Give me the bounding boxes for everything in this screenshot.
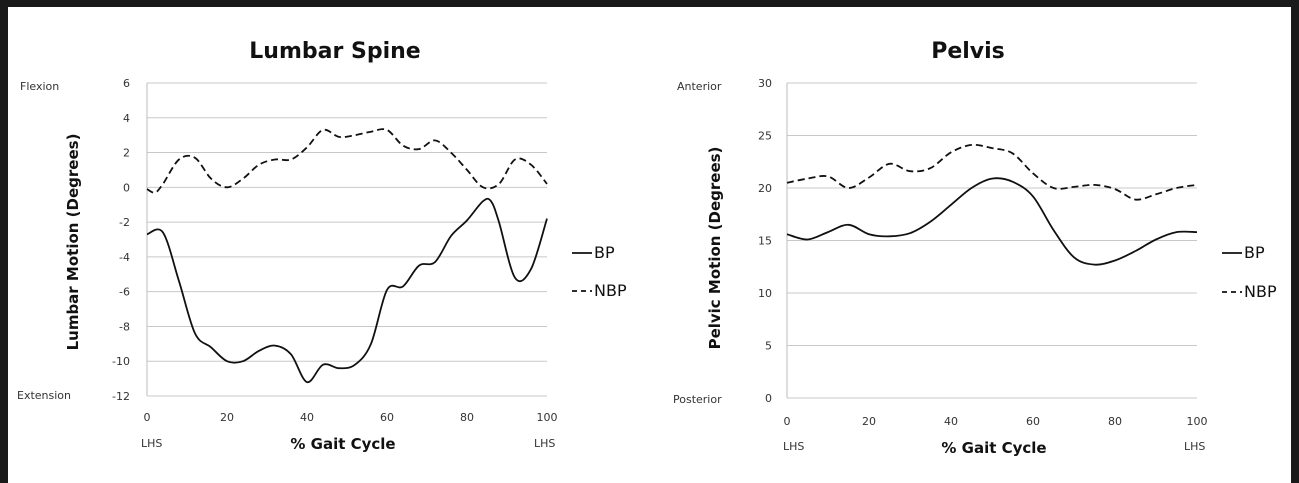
y-axis-label: Lumbar Motion (Degrees) xyxy=(64,134,82,351)
y-bottom-label: Extension xyxy=(17,389,71,402)
y-tick-label: 30 xyxy=(758,77,772,90)
x-tick-label: 20 xyxy=(220,411,234,424)
y-top-label: Anterior xyxy=(677,80,722,93)
series-line-bp xyxy=(786,177,1198,266)
x-axis-label: % Gait Cycle xyxy=(941,439,1046,457)
x-end-label: LHS xyxy=(534,437,555,450)
y-tick-label: -10 xyxy=(112,355,130,368)
frame-right xyxy=(1291,0,1299,483)
x-tick-label: 60 xyxy=(380,411,394,424)
y-tick-label: 2 xyxy=(123,147,130,160)
y-tick-label: -4 xyxy=(119,251,130,264)
y-tick-label: 0 xyxy=(123,181,130,194)
x-tick-label: 0 xyxy=(784,415,791,428)
y-tick-label: 6 xyxy=(123,77,130,90)
y-tick-label: -6 xyxy=(119,286,130,299)
y-axis-label: Pelvic Motion (Degrees) xyxy=(706,147,724,350)
chart-title: Lumbar Spine xyxy=(249,39,420,64)
y-top-label: Flexion xyxy=(20,80,59,93)
frame-top xyxy=(0,0,1299,7)
x-start-label: LHS xyxy=(783,440,804,453)
y-tick-label: 10 xyxy=(758,287,772,300)
x-tick-label: 40 xyxy=(944,415,958,428)
y-tick-label: 5 xyxy=(765,340,772,353)
legend-label-nbp: NBP xyxy=(1244,282,1277,301)
y-tick-label: 15 xyxy=(758,235,772,248)
series-line-bp xyxy=(146,197,548,384)
y-tick-label: 25 xyxy=(758,130,772,143)
x-tick-label: 40 xyxy=(300,411,314,424)
y-tick-label: -12 xyxy=(112,390,130,403)
x-tick-label: 100 xyxy=(537,411,558,424)
x-tick-label: 100 xyxy=(1187,415,1208,428)
legend-label-nbp: NBP xyxy=(594,281,627,300)
pelvis-chart: Pelvis Anterior Posterior Pelvic Motion … xyxy=(673,39,1277,457)
series-line-nbp xyxy=(146,128,548,194)
x-tick-label: 60 xyxy=(1026,415,1040,428)
lumbar-spine-chart: Lumbar Spine Flexion Extension Lumbar Mo… xyxy=(17,39,627,453)
y-tick-label: -8 xyxy=(119,320,130,333)
y-bottom-label: Posterior xyxy=(673,393,722,406)
y-tick-label: 0 xyxy=(765,392,772,405)
chart-title: Pelvis xyxy=(931,39,1005,64)
x-tick-label: 80 xyxy=(460,411,474,424)
frame-left xyxy=(0,0,8,483)
series-line-nbp xyxy=(786,143,1198,201)
x-tick-label: 0 xyxy=(144,411,151,424)
legend-label-bp: BP xyxy=(594,243,615,262)
y-tick-label: 4 xyxy=(123,112,130,125)
x-tick-label: 80 xyxy=(1108,415,1122,428)
x-axis-label: % Gait Cycle xyxy=(290,435,395,453)
legend-label-bp: BP xyxy=(1244,243,1265,262)
y-tick-label: 20 xyxy=(758,182,772,195)
x-start-label: LHS xyxy=(141,437,162,450)
x-tick-label: 20 xyxy=(862,415,876,428)
x-end-label: LHS xyxy=(1184,440,1205,453)
y-tick-label: -2 xyxy=(119,216,130,229)
